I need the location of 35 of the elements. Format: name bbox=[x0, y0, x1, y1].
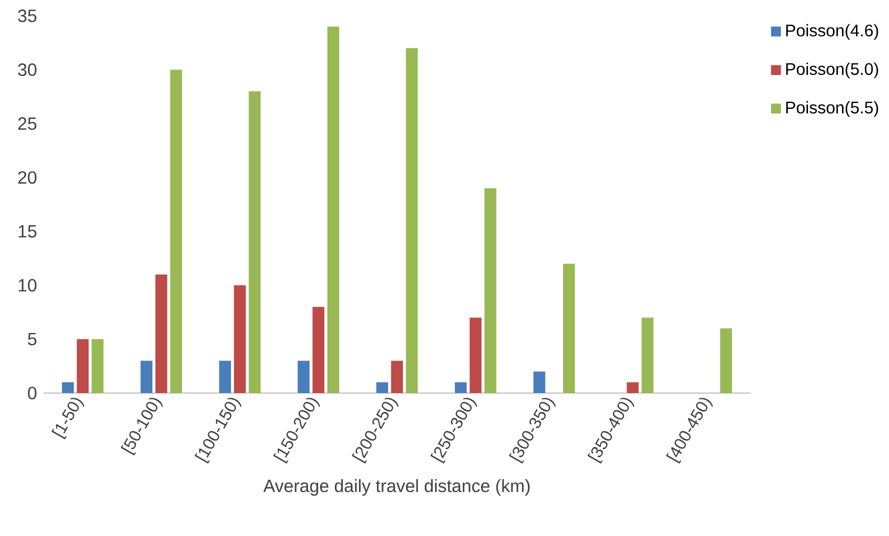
legend-label: Poisson(5.0) bbox=[786, 62, 878, 78]
bar bbox=[563, 264, 575, 393]
bar bbox=[391, 360, 403, 393]
bar bbox=[533, 371, 546, 393]
bar bbox=[376, 382, 388, 393]
y-tick-label: 15 bbox=[18, 225, 36, 238]
y-tick-label: 0 bbox=[28, 386, 36, 400]
bar bbox=[327, 26, 340, 393]
bar bbox=[720, 328, 732, 393]
bar bbox=[155, 274, 168, 393]
bar bbox=[76, 339, 89, 393]
legend-label: Poisson(5.5) bbox=[786, 101, 878, 117]
y-tick-label: 30 bbox=[18, 63, 36, 76]
bar bbox=[248, 91, 261, 393]
y-tick-label: 10 bbox=[18, 278, 36, 292]
bar bbox=[406, 48, 418, 393]
bar bbox=[642, 317, 654, 393]
y-tick-label: 20 bbox=[18, 171, 36, 184]
bar bbox=[234, 285, 246, 393]
bar bbox=[219, 360, 231, 393]
y-tick-label: 35 bbox=[18, 9, 36, 22]
bar bbox=[62, 382, 74, 393]
bar bbox=[92, 339, 104, 393]
y-tick-label: 5 bbox=[28, 332, 36, 346]
bar bbox=[312, 306, 324, 393]
bar bbox=[140, 360, 152, 393]
bar bbox=[626, 382, 639, 393]
bar bbox=[484, 188, 496, 393]
bar bbox=[454, 382, 467, 393]
bar bbox=[470, 317, 482, 393]
y-tick-label: 25 bbox=[18, 117, 36, 130]
bar bbox=[298, 360, 310, 393]
x-axis-title: Average daily travel distance (km) bbox=[263, 478, 530, 496]
bar bbox=[170, 70, 182, 393]
legend-label: Poisson(4.6) bbox=[786, 24, 878, 40]
